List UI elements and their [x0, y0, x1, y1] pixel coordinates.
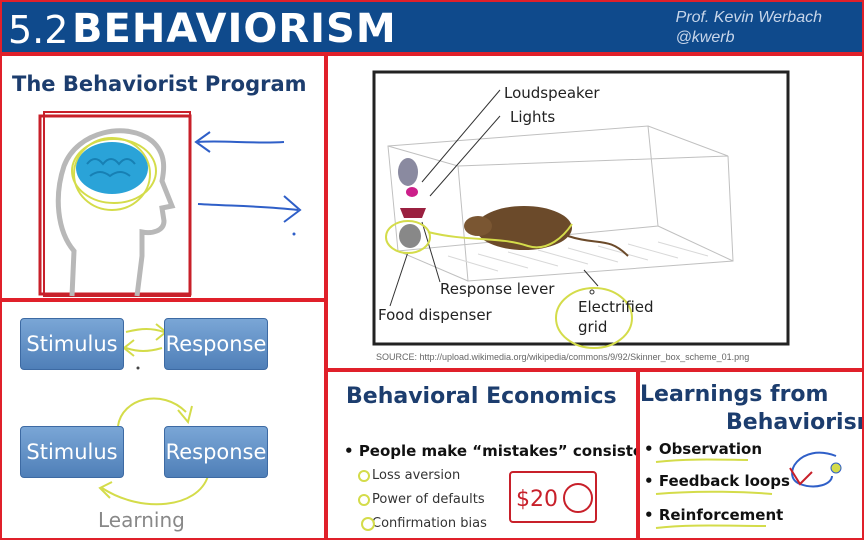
loudspeaker-label: Loudspeaker	[504, 84, 600, 102]
diagram-frame	[372, 70, 790, 346]
head-profile	[55, 128, 176, 297]
item-feedback-loops-text: Feedback loops	[658, 472, 790, 490]
item-observation: • Observation	[644, 440, 762, 458]
response-lever-label: Response lever	[440, 280, 555, 298]
section-number: 5.2	[8, 8, 69, 52]
slide-header: 5.2 BEHAVIORISM Prof. Kevin Werbach @kwe…	[0, 0, 864, 54]
food-dispenser-icon	[399, 224, 421, 248]
stimulus-response-panel: Stimulus Response Stimulus Response Lear…	[0, 300, 326, 540]
item-reinforcement-text: Reinforcement	[658, 506, 784, 524]
input-arrow	[197, 140, 285, 144]
handwritten-annotations: $20	[358, 470, 597, 531]
rat-icon	[476, 206, 572, 250]
head-illustration	[38, 111, 302, 297]
lights-label: Lights	[510, 108, 556, 126]
handwritten-twenty: $20	[516, 487, 558, 512]
panel-title: Behavioral Economics	[346, 384, 617, 409]
panel-title: The Behaviorist Program	[12, 72, 307, 96]
author-name: Prof. Kevin Werbach	[675, 9, 822, 26]
behavioral-economics-panel: Behavioral Economics • People make “mist…	[326, 370, 638, 540]
learnings-annotations	[655, 451, 842, 529]
bullet-mistakes: • People make “mistakes” consistently	[344, 442, 636, 460]
item-observation-text: Observation	[658, 440, 762, 458]
electrified-label: Electrified	[578, 298, 654, 316]
sub-confirmation-bias: Confirmation bias	[372, 516, 487, 531]
brain-icon	[76, 142, 148, 194]
light-icon	[406, 187, 418, 197]
item-reinforcement: • Reinforcement	[644, 506, 784, 524]
sub-power-of-defaults: Power of defaults	[372, 492, 485, 507]
response-box-top: Response	[164, 318, 268, 370]
grid-label: grid	[578, 318, 608, 336]
slide-title: BEHAVIORISM	[72, 6, 397, 52]
stimulus-box-bottom: Stimulus	[20, 426, 124, 478]
author-credit: Prof. Kevin Werbach @kwerb	[676, 8, 822, 48]
image-source: SOURCE: http://upload.wikimedia.org/wiki…	[376, 352, 750, 362]
lever-icon	[400, 208, 426, 218]
bullet-mistakes-text: People make “mistakes” consistently	[358, 442, 636, 460]
stimulus-box-top: Stimulus	[20, 318, 124, 370]
skinner-box-panel: Loudspeaker Lights Response lever Food d…	[326, 54, 864, 370]
money-sketch	[509, 471, 597, 523]
response-box-bottom: Response	[164, 426, 268, 478]
learnings-panel: Learnings from Behaviorism • Observation…	[638, 370, 864, 540]
red-box-annotation-outline	[43, 111, 191, 297]
author-handle: @kwerb	[675, 29, 735, 46]
output-arrow	[197, 203, 299, 211]
grid-circle-annotation	[555, 287, 633, 349]
panel-title-line2: Behaviorism	[726, 410, 862, 435]
panel-title-line1: Learnings from	[640, 382, 829, 407]
behaviorist-program-panel: The Behaviorist Program	[0, 54, 326, 300]
sub-loss-aversion: Loss aversion	[372, 468, 461, 483]
food-dispenser-label: Food dispenser	[378, 306, 492, 324]
skinner-box-diagram	[372, 70, 790, 349]
learning-label: Learning	[98, 508, 185, 532]
loudspeaker-icon	[398, 158, 418, 186]
item-feedback-loops: • Feedback loops	[644, 472, 790, 490]
coin-sketch	[563, 483, 593, 513]
dispenser-circle-annotation	[385, 220, 431, 254]
